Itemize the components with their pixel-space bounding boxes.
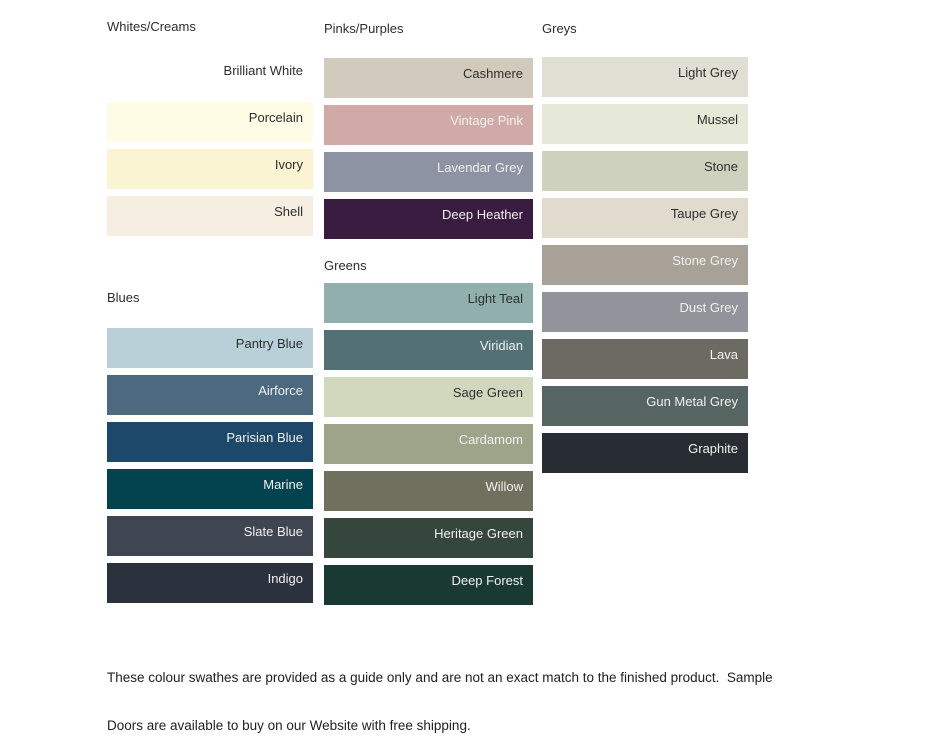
section-title-pinks-purples: Pinks/Purples [324, 21, 404, 36]
footer-note: These colour swathes are provided as a g… [107, 638, 787, 750]
section-title-greens: Greens [324, 258, 367, 273]
swatch-taupe-grey: Taupe Grey [542, 198, 748, 238]
swatch-stone: Stone [542, 151, 748, 191]
swatch-label-light-teal: Light Teal [467, 291, 523, 306]
section-pinks-purples: Pinks/Purples Cashmere Vintage Pink Lavenda… [324, 21, 533, 239]
swatch-list-whites-creams: Brilliant White Porcelain Ivory Shell [107, 55, 313, 236]
swatch-label-indigo: Indigo [267, 571, 303, 586]
footer-note-line-2: Doors are available to buy on our Websit… [107, 718, 471, 733]
swatch-parisian-blue: Parisian Blue [107, 422, 313, 462]
section-whites-creams: Whites/Creams Brilliant White Porcelain Ivo… [107, 19, 313, 236]
swatch-brilliant-white: Brilliant White [107, 55, 313, 95]
section-greens: Greens Light Teal Viridian Sage Green Cardam… [324, 246, 533, 605]
swatch-deep-heather: Deep Heather [324, 199, 533, 239]
swatch-label-taupe-grey: Taupe Grey [670, 206, 738, 221]
swatch-gun-metal-grey: Gun Metal Grey [542, 386, 748, 426]
swatch-label-heritage-green: Heritage Green [434, 526, 523, 541]
swatch-list-greys: Light Grey Mussel Stone Taupe Grey Stone Gre… [542, 57, 748, 473]
swatch-label-cashmere: Cashmere [463, 66, 523, 81]
swatch-column-3: Greys Light Grey Mussel Stone Taupe Grey Ston… [542, 0, 748, 480]
section-title-whites-creams: Whites/Creams [107, 19, 196, 34]
swatch-heritage-green: Heritage Green [324, 518, 533, 558]
swatch-dust-grey: Dust Grey [542, 292, 748, 332]
swatch-cardamom: Cardamom [324, 424, 533, 464]
swatch-sage-green: Sage Green [324, 377, 533, 417]
swatch-label-brilliant-white: Brilliant White [223, 63, 303, 78]
swatch-graphite: Graphite [542, 433, 748, 473]
swatch-label-lava: Lava [709, 347, 738, 362]
swatch-pantry-blue: Pantry Blue [107, 328, 313, 368]
swatch-indigo: Indigo [107, 563, 313, 603]
swatch-label-deep-forest: Deep Forest [451, 573, 523, 588]
section-blues: Blues Pantry Blue Airforce Parisian Blue Mar… [107, 243, 313, 603]
swatch-label-cardamom: Cardamom [458, 432, 523, 447]
swatch-viridian: Viridian [324, 330, 533, 370]
swatch-airforce: Airforce [107, 375, 313, 415]
swatch-shell: Shell [107, 196, 313, 236]
swatch-light-grey: Light Grey [542, 57, 748, 97]
swatch-label-parisian-blue: Parisian Blue [226, 430, 303, 445]
swatch-label-willow: Willow [485, 479, 523, 494]
swatch-label-gun-metal-grey: Gun Metal Grey [646, 394, 738, 409]
swatch-label-slate-blue: Slate Blue [243, 524, 303, 539]
swatch-label-sage-green: Sage Green [452, 385, 523, 400]
swatch-slate-blue: Slate Blue [107, 516, 313, 556]
section-greys: Greys Light Grey Mussel Stone Taupe Grey Ston… [542, 21, 748, 473]
swatch-label-stone-grey: Stone Grey [672, 253, 738, 268]
swatch-label-porcelain: Porcelain [248, 110, 303, 125]
swatch-label-mussel: Mussel [696, 112, 738, 127]
swatch-ivory: Ivory [107, 149, 313, 189]
swatch-label-dust-grey: Dust Grey [679, 300, 738, 315]
swatch-vintage-pink: Vintage Pink [324, 105, 533, 145]
swatch-column-2: Pinks/Purples Cashmere Vintage Pink Lavenda… [324, 0, 533, 612]
swatch-label-viridian: Viridian [479, 338, 523, 353]
section-title-blues: Blues [107, 290, 140, 305]
swatch-list-pinks-purples: Cashmere Vintage Pink Lavendar Grey Deep He… [324, 58, 533, 239]
swatch-list-greens: Light Teal Viridian Sage Green Cardamom Will… [324, 283, 533, 605]
swatch-mussel: Mussel [542, 104, 748, 144]
swatch-label-ivory: Ivory [274, 157, 303, 172]
swatch-label-deep-heather: Deep Heather [442, 207, 523, 222]
footer-note-line-1: These colour swathes are provided as a g… [107, 670, 773, 685]
swatch-deep-forest: Deep Forest [324, 565, 533, 605]
swatch-marine: Marine [107, 469, 313, 509]
swatch-label-shell: Shell [274, 204, 303, 219]
swatch-willow: Willow [324, 471, 533, 511]
swatch-label-stone: Stone [704, 159, 738, 174]
swatch-light-teal: Light Teal [324, 283, 533, 323]
swatch-label-vintage-pink: Vintage Pink [450, 113, 523, 128]
swatch-label-graphite: Graphite [688, 441, 738, 456]
swatch-lava: Lava [542, 339, 748, 379]
swatch-label-marine: Marine [263, 477, 303, 492]
swatch-list-blues: Pantry Blue Airforce Parisian Blue Marine Sl… [107, 328, 313, 603]
swatch-label-airforce: Airforce [258, 383, 303, 398]
swatch-label-light-grey: Light Grey [678, 65, 738, 80]
swatch-column-1: Whites/Creams Brilliant White Porcelain Ivo… [107, 0, 313, 610]
swatch-cashmere: Cashmere [324, 58, 533, 98]
swatch-lavendar-grey: Lavendar Grey [324, 152, 533, 192]
swatch-label-lavendar-grey: Lavendar Grey [437, 160, 523, 175]
swatch-porcelain: Porcelain [107, 102, 313, 142]
section-title-greys: Greys [542, 21, 577, 36]
swatch-stone-grey: Stone Grey [542, 245, 748, 285]
swatch-label-pantry-blue: Pantry Blue [235, 336, 303, 351]
